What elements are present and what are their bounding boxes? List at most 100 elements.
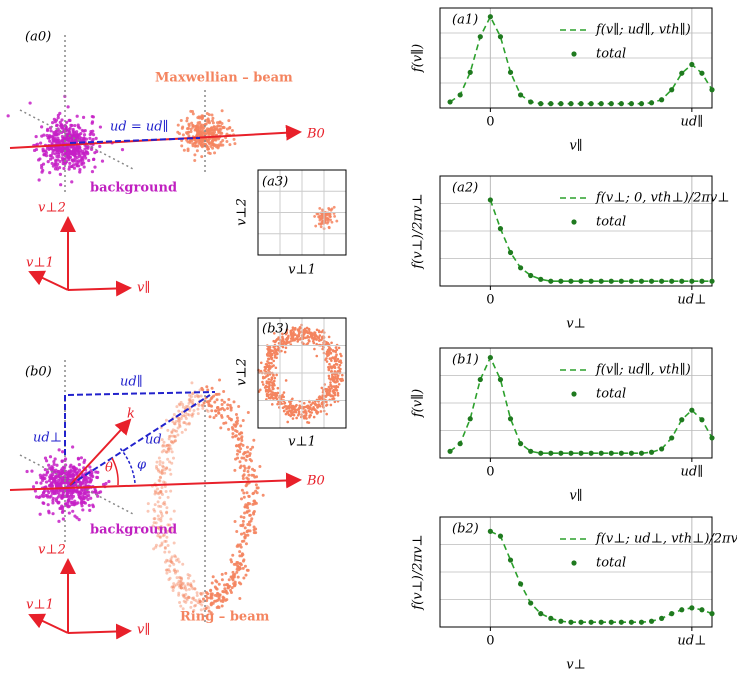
particle	[239, 545, 243, 549]
particle	[304, 414, 308, 417]
particle	[267, 390, 270, 394]
particle	[267, 382, 271, 385]
data-point	[628, 278, 635, 284]
particle	[76, 159, 80, 163]
particle	[189, 584, 193, 588]
x-axis-label: v⊥	[566, 658, 586, 673]
particle	[271, 383, 275, 386]
data-point	[709, 87, 715, 93]
particle	[244, 458, 248, 462]
data-point	[669, 435, 675, 441]
particle	[77, 164, 81, 168]
particle	[162, 480, 166, 484]
particle	[214, 579, 218, 583]
data-point	[568, 101, 574, 107]
particle	[288, 406, 291, 409]
particle	[88, 465, 92, 469]
particle	[325, 357, 328, 360]
data-point	[598, 101, 604, 107]
particle	[181, 581, 185, 585]
particle	[95, 149, 99, 154]
particle	[146, 509, 150, 513]
particle	[327, 206, 331, 210]
particle	[327, 225, 331, 229]
particle	[166, 448, 170, 452]
particle	[231, 432, 235, 436]
particle	[271, 349, 275, 353]
particle	[172, 584, 176, 588]
particle	[170, 560, 174, 564]
y-axis-label: f(v⊥)/2πv⊥	[411, 534, 426, 610]
particle	[188, 399, 192, 403]
particle	[158, 496, 162, 500]
particle	[237, 443, 241, 447]
particle	[317, 329, 321, 333]
particle	[167, 578, 171, 582]
particle	[169, 529, 173, 533]
particle	[335, 219, 339, 223]
particle	[231, 553, 235, 557]
data-point	[679, 607, 685, 613]
particle	[199, 394, 203, 398]
particle	[52, 462, 56, 466]
particle	[156, 468, 160, 472]
legend-swatch	[571, 391, 577, 397]
particle	[275, 373, 278, 377]
particle	[210, 581, 214, 585]
particle	[233, 468, 237, 472]
particle	[63, 481, 67, 485]
particle	[50, 465, 54, 469]
particle	[234, 423, 238, 427]
particle	[209, 397, 213, 401]
particle	[67, 130, 71, 134]
particle	[44, 459, 49, 463]
particle	[171, 588, 175, 592]
particle	[220, 604, 224, 608]
particle	[177, 417, 181, 421]
particle	[327, 335, 331, 339]
particle	[170, 555, 174, 559]
particle	[83, 477, 88, 481]
particle	[48, 134, 52, 138]
particle	[176, 419, 180, 423]
data-point	[618, 450, 624, 456]
particle	[313, 407, 316, 411]
particle	[168, 570, 172, 574]
particle	[169, 434, 173, 438]
particle	[336, 370, 340, 373]
particle	[159, 476, 163, 480]
particle	[74, 490, 79, 494]
data-point	[558, 101, 564, 107]
particle	[158, 490, 162, 494]
particle	[226, 403, 230, 407]
particle	[274, 349, 277, 353]
particle	[71, 445, 75, 449]
particle	[229, 558, 233, 562]
particle	[54, 132, 58, 136]
particle	[302, 410, 306, 414]
particle	[177, 421, 181, 425]
particle	[80, 480, 85, 485]
particle	[318, 395, 322, 398]
particle	[193, 159, 197, 163]
particle	[201, 600, 205, 604]
b0-label: B0	[306, 127, 325, 142]
angle-arc	[111, 457, 119, 486]
particle	[157, 531, 161, 535]
particle	[249, 519, 253, 523]
data-point	[487, 14, 493, 20]
particle	[185, 422, 189, 426]
particle	[78, 170, 82, 174]
particle	[165, 568, 169, 572]
particle	[82, 165, 86, 169]
particle	[162, 500, 166, 504]
particle	[308, 407, 312, 410]
particle	[165, 450, 169, 454]
particle	[187, 595, 191, 599]
particle	[175, 429, 179, 433]
particle	[160, 492, 164, 496]
particle	[261, 375, 265, 379]
particle	[241, 476, 245, 480]
particle	[48, 483, 52, 487]
particle	[71, 509, 75, 513]
